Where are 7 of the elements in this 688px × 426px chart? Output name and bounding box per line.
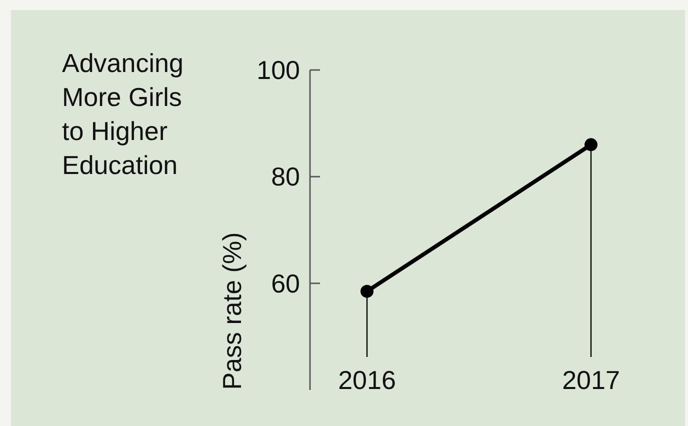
x-tick-label: 2017: [562, 365, 620, 395]
x-tick-label: 2016: [338, 365, 396, 395]
y-tick-label: 100: [256, 55, 300, 85]
y-tick-label: 60: [271, 268, 300, 298]
text: Advancing More Girls to Higher Education: [62, 47, 184, 182]
y-tick-label: 80: [271, 162, 300, 192]
y-axis-title: Pass rate (%): [217, 232, 247, 390]
